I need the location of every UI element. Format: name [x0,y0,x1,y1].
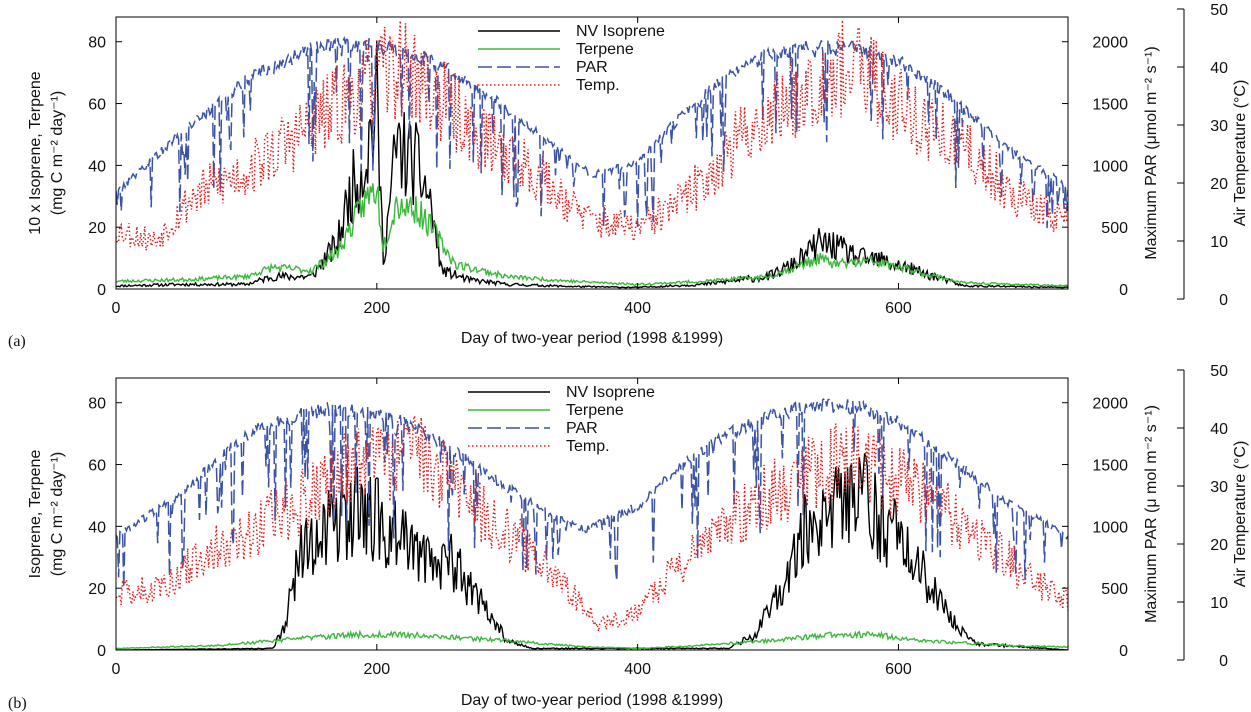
y-axis-label: Isoprene, Terpene [27,450,44,579]
y3-tick-label: 40 [1210,60,1228,77]
y2-tick-label: 1000 [1092,158,1128,175]
legend-label: Terpene [576,41,634,58]
series-line-par [116,396,1068,588]
x-tick-label: 400 [624,300,651,317]
y3-tick-label: 0 [1219,292,1228,309]
y2-tick-label: 500 [1101,220,1128,237]
plot-frame [115,16,1069,290]
x-tick-label: 600 [885,661,912,678]
y-axis-label-units: (mg C m⁻² day⁻¹) [49,91,66,215]
x-tick-label: 600 [885,300,912,317]
panel-label: (b) [8,695,27,712]
y3-tick-label: 0 [1219,653,1228,670]
y-tick-label: 80 [88,35,106,52]
legend-label: Terpene [566,402,624,419]
x-tick-label: 200 [363,300,390,317]
legend-label: PAR [566,420,598,437]
y3-tick-label: 30 [1210,479,1228,496]
x-tick-label: 200 [363,661,390,678]
y-tick-label: 60 [88,458,106,475]
y2-tick-label: 1500 [1092,97,1128,114]
y2-axis-label: Maximum PAR (μmol m⁻² s⁻¹) [1143,46,1160,259]
y3-tick-label: 10 [1210,234,1228,251]
plot-frame [115,377,1069,651]
series-line-par [116,35,1068,229]
legend-label: PAR [576,59,608,76]
y2-tick-label: 0 [1119,643,1128,660]
y2-tick-label: 2000 [1092,396,1128,413]
y-tick-label: 20 [88,220,106,237]
y2-tick-label: 0 [1119,282,1128,299]
y3-tick-label: 10 [1210,595,1228,612]
y3-tick-label: 50 [1210,363,1228,380]
y-axis-label-units: (mg C m⁻² day⁻¹) [49,452,66,576]
series-line-terpene [116,183,1068,288]
y2-tick-label: 2000 [1092,35,1128,52]
y3-tick-label: 50 [1210,2,1228,19]
y3-tick-label: 40 [1210,421,1228,438]
legend-label: Temp. [576,77,620,94]
y-tick-label: 0 [97,643,106,660]
series-line-nv-isoprene [116,453,1068,650]
chart-panel-a: 0 200 400 600 0 20 40 60 80 0 500 1000 1500 2000 0 10 20… [8,2,1249,350]
y3-axis-label: Air Temperature (°C) [1232,80,1249,227]
y3-tick-label: 20 [1210,537,1228,554]
y-tick-label: 60 [88,97,106,114]
y3-tick-label: 30 [1210,118,1228,135]
legend-label: NV Isoprene [576,23,665,40]
y2-axis-label: Maximum PAR (μ mol m⁻² s⁻¹) [1143,405,1160,623]
x-tick-label: 0 [112,300,121,317]
y-tick-label: 20 [88,581,106,598]
y-tick-label: 40 [88,158,106,175]
panel-label: (a) [8,333,26,350]
y-tick-label: 40 [88,519,106,536]
y2-tick-label: 500 [1101,581,1128,598]
series-line-terpene [116,629,1068,650]
y-axis-label: 10 x Isoprene, Terpene [27,71,44,234]
x-tick-label: 400 [624,661,651,678]
y-tick-label: 80 [88,396,106,413]
y3-tick-label: 20 [1210,176,1228,193]
chart-panel-b: 0 200 400 600 0 20 40 60 80 0 500 1000 1500 2000 0 10 20… [8,363,1249,712]
x-tick-label: 0 [112,661,121,678]
legend-label: NV Isoprene [566,384,655,401]
y2-tick-label: 1500 [1092,458,1128,475]
x-axis-label: Day of two-year period (1998 &1999) [461,330,723,347]
y2-tick-label: 1000 [1092,519,1128,536]
y-tick-label: 0 [97,282,106,299]
y3-axis-label: Air Temperature (°C) [1232,441,1249,588]
x-axis-label: Day of two-year period (1998 &1999) [461,692,723,709]
legend-label: Temp. [566,438,610,455]
